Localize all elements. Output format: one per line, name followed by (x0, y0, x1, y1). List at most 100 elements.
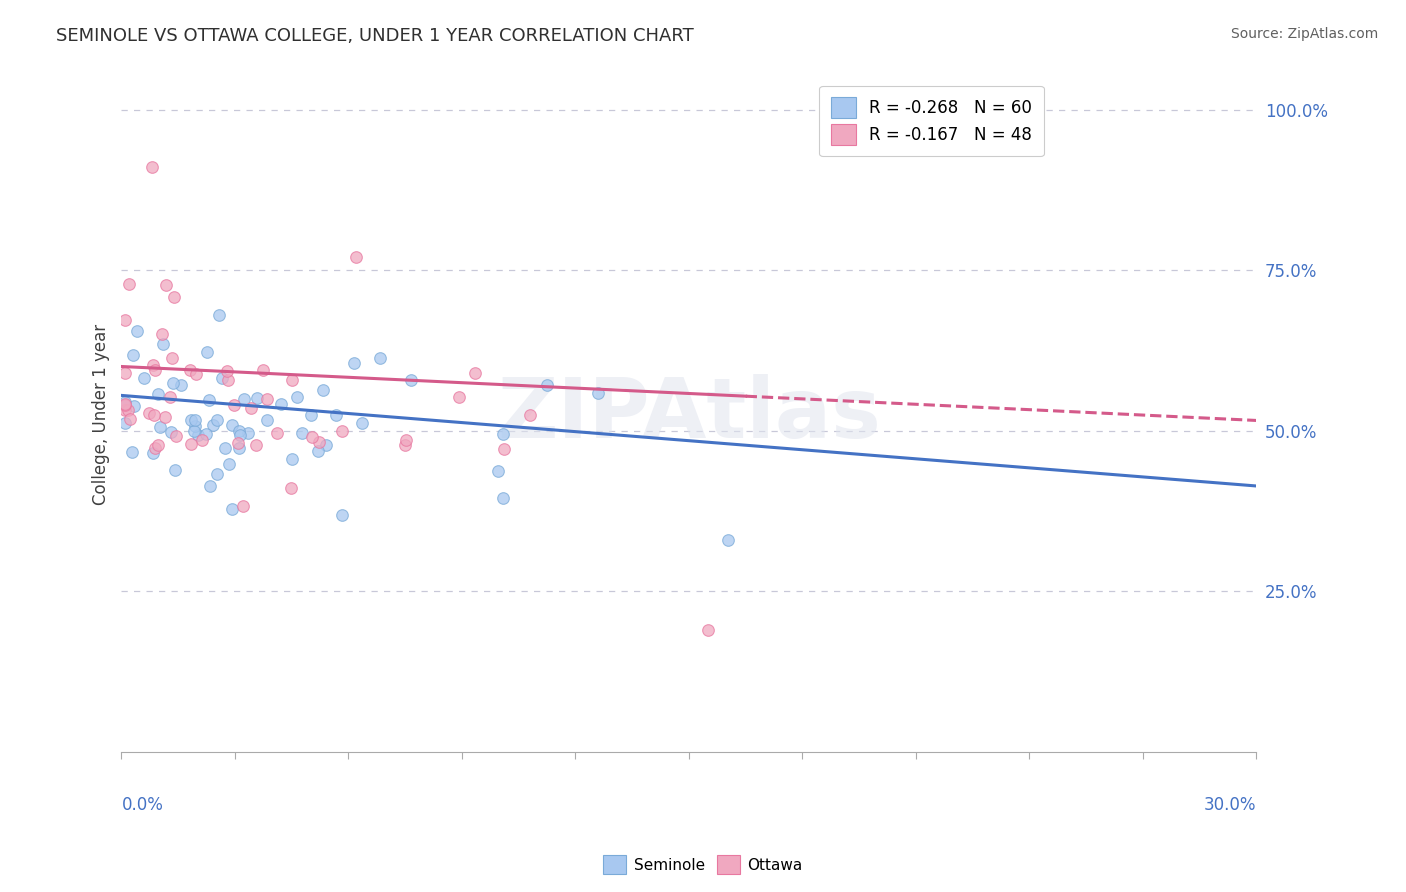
Text: 0.0%: 0.0% (121, 796, 163, 814)
Legend: R = -0.268   N = 60, R = -0.167   N = 48: R = -0.268 N = 60, R = -0.167 N = 48 (820, 86, 1043, 156)
Point (245, 438, 267, 452)
Point (195, 345, 218, 359)
Point (233, 392, 256, 406)
Point (343, 356, 366, 370)
Point (148, 420, 170, 434)
Point (160, 425, 183, 439)
Point (153, 409, 176, 424)
Point (308, 435, 330, 450)
Point (118, 277, 141, 292)
Point (281, 373, 304, 387)
Point (207, 413, 229, 427)
Point (252, 363, 274, 377)
Point (218, 457, 240, 471)
Point (114, 366, 136, 380)
Point (122, 399, 145, 413)
Point (266, 426, 288, 441)
Point (114, 313, 136, 327)
Point (191, 433, 214, 447)
Point (179, 363, 201, 377)
Point (464, 366, 486, 380)
Point (221, 502, 243, 516)
Point (165, 463, 187, 477)
Point (184, 413, 207, 427)
Point (138, 405, 160, 419)
Point (141, 161, 163, 175)
Text: Source: ZipAtlas.com: Source: ZipAtlas.com (1230, 27, 1378, 41)
Point (325, 408, 347, 422)
Point (236, 425, 259, 440)
Point (344, 250, 367, 264)
Point (125, 324, 148, 338)
Point (256, 412, 278, 426)
Point (395, 433, 418, 447)
Point (315, 438, 337, 452)
Point (494, 442, 516, 457)
Point (114, 398, 136, 412)
Point (299, 409, 322, 423)
Point (159, 390, 181, 404)
Point (232, 499, 254, 513)
Point (120, 412, 142, 426)
Point (368, 351, 391, 365)
Point (170, 377, 193, 392)
Point (330, 508, 353, 522)
Point (226, 436, 249, 450)
Point (198, 478, 221, 492)
Y-axis label: College, Under 1 year: College, Under 1 year (93, 324, 110, 505)
Point (134, 370, 156, 384)
Point (228, 441, 250, 455)
Point (208, 308, 231, 322)
Point (155, 278, 177, 293)
Point (696, 623, 718, 637)
Point (180, 437, 202, 451)
Point (142, 409, 165, 423)
Point (180, 413, 202, 427)
Point (217, 373, 239, 387)
Legend: Seminole, Ottawa: Seminole, Ottawa (598, 849, 808, 880)
Point (142, 359, 165, 373)
Point (114, 402, 136, 417)
Point (291, 425, 314, 440)
Point (162, 376, 184, 391)
Point (221, 418, 243, 433)
Point (142, 446, 165, 460)
Point (165, 428, 187, 442)
Point (239, 401, 262, 415)
Point (717, 533, 740, 547)
Point (285, 391, 308, 405)
Point (228, 428, 250, 442)
Point (224, 398, 246, 412)
Point (486, 464, 509, 478)
Text: ZIPAtlas: ZIPAtlas (496, 374, 880, 455)
Point (228, 424, 250, 438)
Point (148, 438, 170, 452)
Point (143, 363, 166, 377)
Point (146, 387, 169, 401)
Point (150, 327, 173, 342)
Point (492, 491, 515, 506)
Point (184, 419, 207, 434)
Point (215, 364, 238, 378)
Text: SEMINOLE VS OTTAWA COLLEGE, UNDER 1 YEAR CORRELATION CHART: SEMINOLE VS OTTAWA COLLEGE, UNDER 1 YEAR… (56, 27, 695, 45)
Point (187, 428, 209, 442)
Point (307, 444, 329, 458)
Point (160, 351, 183, 366)
Point (586, 385, 609, 400)
Point (214, 441, 236, 455)
Point (280, 451, 302, 466)
Point (205, 467, 228, 482)
Point (114, 397, 136, 411)
Point (256, 392, 278, 406)
Point (394, 438, 416, 452)
Point (117, 403, 139, 417)
Point (183, 424, 205, 438)
Point (270, 396, 292, 410)
Text: 30.0%: 30.0% (1204, 796, 1257, 814)
Point (152, 337, 174, 351)
Point (121, 445, 143, 459)
Point (245, 391, 267, 405)
Point (280, 481, 302, 495)
Point (114, 395, 136, 409)
Point (163, 290, 186, 304)
